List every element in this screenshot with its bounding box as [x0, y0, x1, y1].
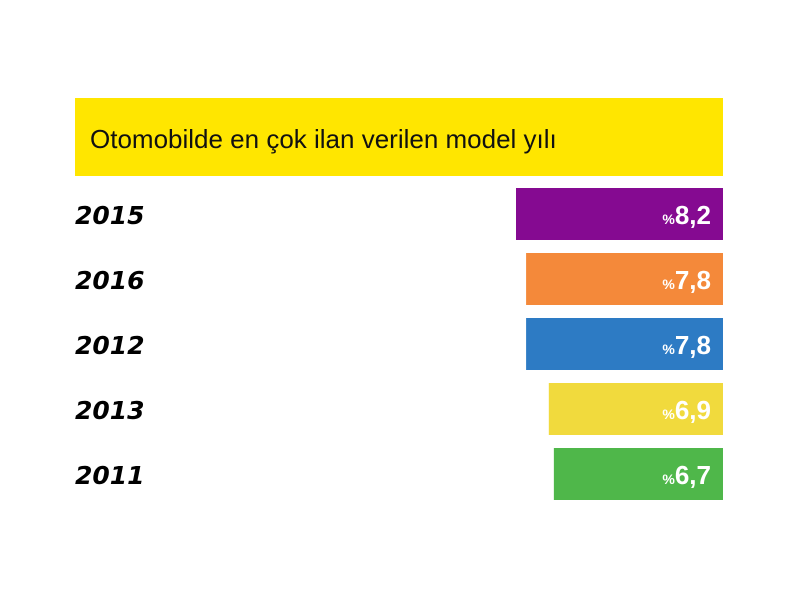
- category-label-2011: 2011: [75, 461, 145, 490]
- bar-2015: [516, 188, 723, 240]
- chart-title: Otomobilde en çok ilan verilen model yıl…: [90, 124, 557, 154]
- value-label-2016: %7,8: [662, 265, 711, 295]
- value-label-2013: %6,9: [662, 395, 711, 425]
- value-label-2011: %6,7: [662, 460, 711, 490]
- category-label-2012: 2012: [75, 331, 145, 360]
- bar-2016: [526, 253, 723, 305]
- bar-2011: [553, 448, 723, 500]
- category-label-2015: 2015: [75, 201, 145, 230]
- category-label-2013: 2013: [75, 396, 145, 425]
- category-label-2016: 2016: [75, 266, 145, 295]
- value-label-2015: %8,2: [662, 200, 711, 230]
- bar-2013: [548, 383, 723, 435]
- bar-2012: [526, 318, 723, 370]
- chart-title-bar: Otomobilde en çok ilan verilen model yıl…: [75, 98, 723, 176]
- value-label-2012: %7,8: [662, 330, 711, 360]
